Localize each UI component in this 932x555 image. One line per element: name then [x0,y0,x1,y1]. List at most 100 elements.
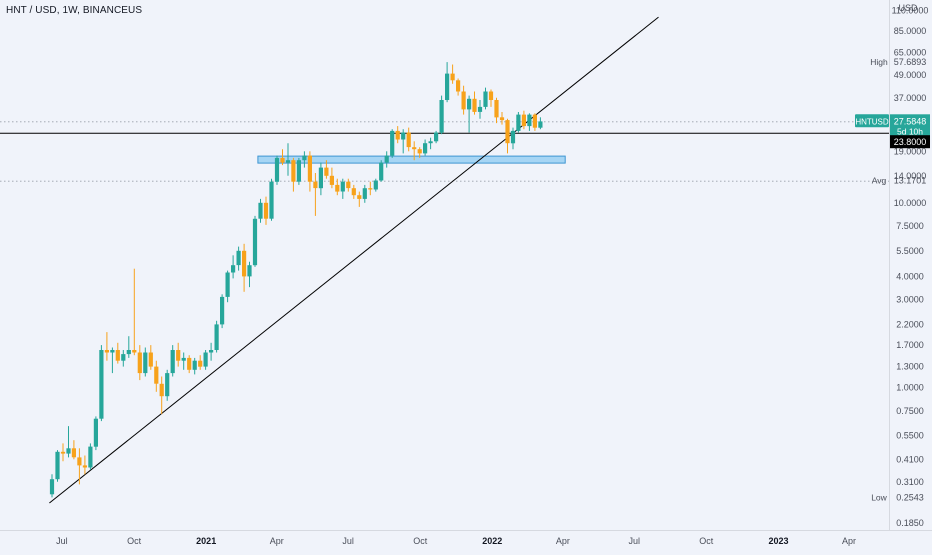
candle[interactable] [307,151,312,192]
candle[interactable] [99,345,104,422]
candle[interactable] [93,416,98,451]
candle[interactable] [417,147,422,158]
candle[interactable] [373,178,378,192]
candle[interactable] [258,198,263,223]
symbol-title[interactable]: HNT / USD, 1W, BINANCEUS [6,5,143,16]
candle[interactable] [192,357,197,375]
candle[interactable] [477,100,483,119]
candle[interactable] [450,64,455,84]
candle[interactable] [362,184,367,203]
candle[interactable] [214,320,219,353]
candle[interactable] [274,155,280,185]
candle[interactable] [55,450,60,482]
candle[interactable] [318,162,323,196]
candle[interactable] [148,345,153,370]
candle[interactable] [472,91,477,115]
candle[interactable] [242,243,247,292]
candle[interactable] [60,443,66,462]
candle[interactable] [187,355,192,374]
candle[interactable] [532,113,537,131]
candle[interactable] [236,246,241,271]
candle[interactable] [291,157,296,192]
candle[interactable] [220,294,225,329]
candle[interactable] [115,342,120,364]
candle[interactable] [121,350,126,367]
candle[interactable] [401,129,406,154]
trendline[interactable] [49,16,659,504]
candle[interactable] [110,347,115,374]
candle[interactable] [521,110,526,130]
candle[interactable] [198,355,203,370]
candle[interactable] [263,196,269,225]
candle[interactable] [494,97,499,124]
candle[interactable] [428,137,433,150]
candle[interactable] [538,117,543,130]
support-zone-rect[interactable] [257,155,566,164]
candle[interactable] [467,95,472,133]
candle[interactable] [340,178,345,199]
candle[interactable] [434,130,439,144]
candle[interactable] [505,118,510,154]
candle[interactable] [269,178,274,221]
candle[interactable] [483,87,488,110]
candle[interactable] [66,426,71,458]
candle[interactable] [88,443,93,470]
candle[interactable] [368,181,373,196]
candle[interactable] [170,345,175,377]
candle[interactable] [231,255,236,279]
candle[interactable] [488,89,494,107]
support-zone-layer[interactable] [257,155,566,164]
candle[interactable] [159,376,164,415]
candle[interactable] [49,474,55,498]
candle[interactable] [324,160,329,179]
candle[interactable] [252,215,258,267]
candle[interactable] [203,350,208,370]
candle[interactable] [527,113,532,131]
candle[interactable] [209,342,214,361]
candle[interactable] [395,126,400,144]
candle[interactable] [137,345,142,381]
trendline-layer[interactable] [49,16,659,504]
candle[interactable] [351,184,356,199]
candle[interactable] [143,347,148,377]
candle[interactable] [384,151,389,168]
candle[interactable] [313,173,318,216]
candle[interactable] [176,342,181,367]
candle[interactable] [82,455,87,475]
candle[interactable] [335,178,340,196]
candle[interactable] [225,270,230,303]
candle[interactable] [516,112,521,133]
candle[interactable] [439,95,444,135]
candle[interactable] [346,178,351,192]
candle[interactable] [379,160,384,182]
candle[interactable] [357,191,362,207]
candle[interactable] [423,139,428,156]
candle[interactable] [406,127,411,152]
candle[interactable] [181,352,186,370]
candle[interactable] [329,167,334,189]
candle[interactable] [126,336,131,358]
candle[interactable] [390,129,395,158]
candle[interactable] [165,369,170,401]
candle[interactable] [412,141,417,161]
candle[interactable] [280,149,285,166]
candles-layer[interactable] [49,62,543,498]
candle[interactable] [456,78,461,96]
candle[interactable] [71,440,76,460]
candle[interactable] [285,143,291,176]
candle[interactable] [296,157,301,185]
candle[interactable] [302,151,307,168]
candle[interactable] [510,127,516,150]
candle[interactable] [104,332,109,361]
candle[interactable] [247,261,252,288]
candle[interactable] [499,112,505,125]
candle[interactable] [461,85,466,115]
candle[interactable] [445,62,450,103]
candle[interactable] [154,360,159,392]
time-axis[interactable]: Jul Oct 2021 Apr Jul Oct 2022 Apr Jul Oct 2023 Apr [56,536,856,546]
candle[interactable] [77,448,82,485]
candle[interactable] [132,268,137,356]
